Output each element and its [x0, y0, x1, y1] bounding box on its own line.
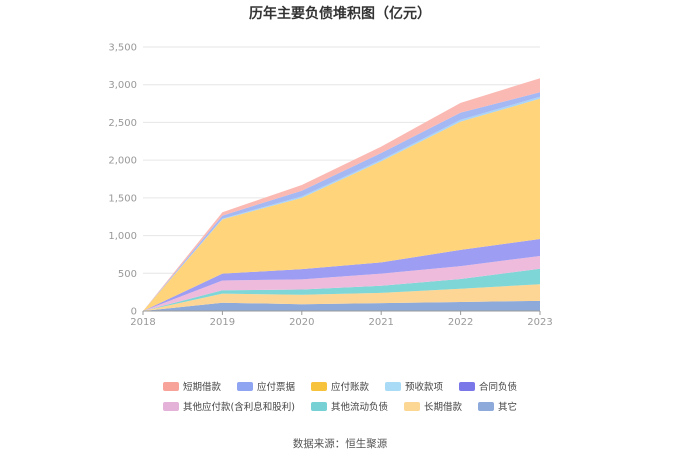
legend-row-2: 其他应付款(含利息和股利) 其他流动负债 长期借款 其它	[0, 399, 680, 413]
legend-item[interactable]: 应付票据	[236, 379, 295, 393]
area-长期借款	[143, 284, 540, 311]
y-tick-label: 0	[131, 307, 137, 318]
x-tick-label: 2021	[368, 317, 393, 328]
legend-label: 短期借款	[182, 382, 221, 393]
legend-swatch	[477, 401, 494, 411]
y-tick-label: 2,000	[108, 156, 137, 167]
legend-item[interactable]: 其他流动负债	[310, 399, 388, 413]
y-tick-label: 1,000	[108, 231, 137, 242]
x-tick-label: 2022	[448, 317, 473, 328]
legend-swatch	[236, 381, 253, 391]
legend-swatch	[163, 401, 180, 411]
area-合同负债	[143, 238, 540, 311]
data-source-note: 数据来源：恒生聚源	[292, 438, 388, 450]
legend-item[interactable]: 短期借款	[162, 379, 221, 393]
y-tick-label: 3,000	[108, 80, 137, 91]
legend-swatch	[310, 381, 327, 391]
y-tick-label: 1,500	[108, 193, 137, 204]
legend-label: 预收款项	[405, 382, 444, 393]
legend-swatch	[459, 381, 476, 391]
legend-item[interactable]: 其它	[477, 399, 517, 413]
legend-swatch	[162, 381, 179, 391]
legend-swatch	[385, 381, 401, 391]
legend-label: 长期借款	[423, 402, 462, 413]
legend-item[interactable]: 合同负债	[459, 379, 517, 393]
legend-row-1: 短期借款 应付票据 应付账款 预收款项 合同负债	[0, 379, 680, 393]
x-tick-label: 2023	[527, 317, 552, 328]
legend-label: 应付账款	[330, 382, 369, 393]
legend-swatch	[403, 401, 420, 411]
y-tick-label: 500	[118, 269, 137, 280]
chart-title: 历年主要负债堆积图（亿元）	[249, 6, 431, 22]
legend-label: 其他应付款(含利息和股利)	[183, 402, 295, 413]
legend-item[interactable]: 其他应付款(含利息和股利)	[163, 399, 295, 413]
x-tick-label: 2019	[210, 317, 235, 328]
y-tick-label: 3,500	[108, 43, 137, 54]
legend-label: 其它	[497, 402, 517, 413]
legend-swatch	[310, 401, 327, 411]
x-tick-label: 2018	[130, 317, 155, 328]
legend-item[interactable]: 长期借款	[403, 399, 462, 413]
y-tick-label: 2,500	[108, 118, 137, 129]
area-其他流动负债	[143, 268, 540, 311]
legend-label: 合同负债	[479, 382, 518, 393]
area-短期借款	[143, 78, 540, 311]
legend-item[interactable]: 预收款项	[385, 379, 443, 393]
area-其他应付款(含利息和股利)	[143, 255, 540, 311]
legend-label: 其他流动负债	[330, 402, 388, 413]
x-tick-label: 2020	[289, 317, 314, 328]
area-应付账款	[143, 98, 540, 311]
legend-item[interactable]: 应付账款	[310, 379, 369, 393]
area-其它	[143, 300, 540, 311]
legend-label: 应付票据	[256, 382, 295, 393]
